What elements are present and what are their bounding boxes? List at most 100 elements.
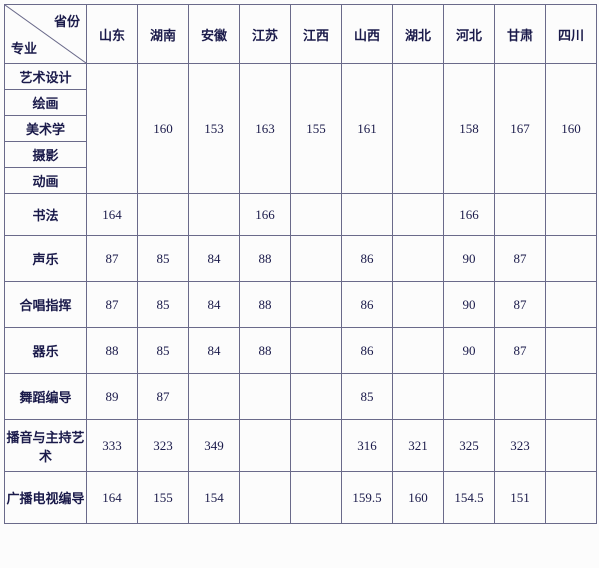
data-cell: 88 [87,328,138,374]
data-cell: 86 [342,328,393,374]
data-cell: 166 [444,194,495,236]
data-cell [546,328,597,374]
data-cell [291,420,342,472]
data-cell: 90 [444,236,495,282]
data-cell [393,194,444,236]
table-row: 舞蹈编导8987 85 [5,374,597,420]
data-cell [291,282,342,328]
province-header: 湖南 [138,5,189,64]
data-cell: 84 [189,236,240,282]
data-cell: 333 [87,420,138,472]
table-row: 艺术设计160153163155161158167160 [5,64,597,90]
data-cell: 87 [495,328,546,374]
data-cell: 159.5 [342,472,393,524]
data-cell [393,282,444,328]
row-header: 绘画 [5,90,87,116]
data-cell [393,374,444,420]
data-cell: 163 [240,64,291,194]
row-header: 书法 [5,194,87,236]
data-cell [240,374,291,420]
data-cell [138,194,189,236]
data-cell [291,194,342,236]
row-header: 声乐 [5,236,87,282]
data-cell: 90 [444,328,495,374]
data-cell [291,472,342,524]
table-row: 声乐87858488869087 [5,236,597,282]
data-cell: 84 [189,328,240,374]
data-cell [393,328,444,374]
table-row: 器乐88858488869087 [5,328,597,374]
data-cell: 155 [291,64,342,194]
table-body: 艺术设计160153163155161158167160绘画美术学摄影动画书法1… [5,64,597,524]
row-header: 动画 [5,168,87,194]
row-header: 播音与主持艺术 [5,420,87,472]
data-cell [546,282,597,328]
data-cell: 89 [87,374,138,420]
data-cell: 87 [87,282,138,328]
data-cell: 87 [87,236,138,282]
data-cell: 85 [138,328,189,374]
data-cell: 160 [393,472,444,524]
data-cell: 154.5 [444,472,495,524]
data-cell [291,374,342,420]
row-header: 广播电视编导 [5,472,87,524]
score-table: 省份 专业 山东 湖南 安徽 江苏 江西 山西 湖北 河北 甘肃 四川 艺术设计… [4,4,597,524]
data-cell: 161 [342,64,393,194]
data-cell [189,194,240,236]
data-cell: 88 [240,236,291,282]
data-cell [291,236,342,282]
data-cell [546,420,597,472]
table-row: 播音与主持艺术333323349316321325323 [5,420,597,472]
data-cell: 153 [189,64,240,194]
data-cell: 86 [342,282,393,328]
row-header: 器乐 [5,328,87,374]
data-cell: 90 [444,282,495,328]
data-cell: 85 [342,374,393,420]
data-cell: 166 [240,194,291,236]
data-cell [240,420,291,472]
data-cell: 158 [444,64,495,194]
data-cell: 86 [342,236,393,282]
header-row: 省份 专业 山东 湖南 安徽 江苏 江西 山西 湖北 河北 甘肃 四川 [5,5,597,64]
table-row: 书法164166166 [5,194,597,236]
data-cell: 160 [546,64,597,194]
data-cell [546,236,597,282]
data-cell: 88 [240,328,291,374]
data-cell [546,194,597,236]
data-cell: 160 [138,64,189,194]
corner-left-label: 专业 [11,38,37,57]
data-cell [495,194,546,236]
province-header: 河北 [444,5,495,64]
data-cell: 87 [495,236,546,282]
province-header: 江西 [291,5,342,64]
data-cell: 85 [138,282,189,328]
table-head: 省份 专业 山东 湖南 安徽 江苏 江西 山西 湖北 河北 甘肃 四川 [5,5,597,64]
data-cell: 87 [138,374,189,420]
data-cell [87,64,138,194]
data-cell: 167 [495,64,546,194]
data-cell [546,374,597,420]
data-cell: 323 [138,420,189,472]
data-cell [240,472,291,524]
row-header: 美术学 [5,116,87,142]
data-cell: 164 [87,472,138,524]
data-cell: 316 [342,420,393,472]
data-cell [291,328,342,374]
data-cell: 84 [189,282,240,328]
data-cell: 85 [138,236,189,282]
province-header: 四川 [546,5,597,64]
row-header: 舞蹈编导 [5,374,87,420]
data-cell [393,236,444,282]
data-cell: 87 [495,282,546,328]
data-cell [444,374,495,420]
data-cell: 154 [189,472,240,524]
row-header: 合唱指挥 [5,282,87,328]
data-cell [393,64,444,194]
data-cell [495,374,546,420]
corner-top-label: 省份 [54,11,80,30]
province-header: 湖北 [393,5,444,64]
province-header: 安徽 [189,5,240,64]
data-cell [546,472,597,524]
data-cell: 323 [495,420,546,472]
province-header: 甘肃 [495,5,546,64]
